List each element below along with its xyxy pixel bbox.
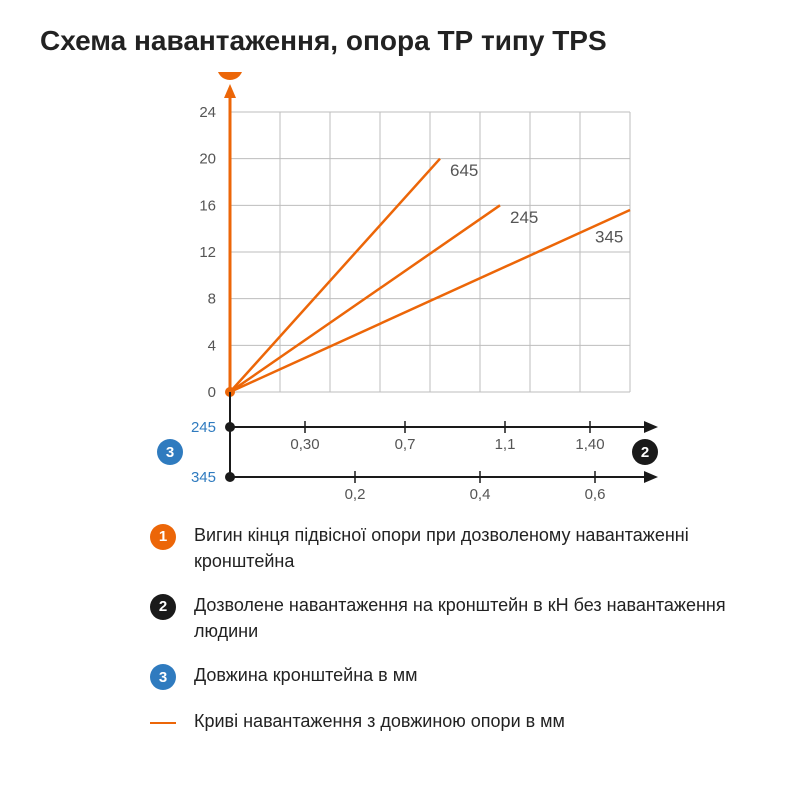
svg-text:2: 2 (641, 444, 649, 461)
legend-text: Вигин кінця підвісної опори при дозволен… (194, 522, 760, 574)
series-label: 645 (450, 161, 478, 180)
x-tick-label: 0,6 (585, 486, 606, 502)
legend-line-swatch (150, 710, 176, 736)
legend-badge: 1 (150, 524, 176, 550)
y-tick-label: 0 (208, 384, 216, 401)
legend-badge: 3 (150, 664, 176, 690)
legend-text: Дозволене навантаження на кронштейн в кН… (194, 592, 760, 644)
x-tick-label: 1,40 (575, 436, 604, 453)
legend: 1 Вигин кінця підвісної опори при дозволе… (150, 522, 760, 736)
x-tick-label: 0,4 (470, 486, 491, 502)
legend-text: Криві навантаження з довжиною опори в мм (194, 708, 760, 734)
x-axis-row-label: 245 (191, 419, 216, 436)
series-label: 245 (510, 208, 538, 227)
y-tick-label: 12 (199, 244, 216, 261)
legend-text: Довжина кронштейна в мм (194, 662, 760, 688)
y-tick-label: 24 (199, 104, 216, 121)
x-tick-label: 0,2 (345, 486, 366, 502)
svg-text:3: 3 (166, 444, 174, 461)
svg-text:1: 1 (226, 72, 234, 76)
x-tick-label: 0,7 (395, 436, 416, 453)
series-line (230, 159, 440, 392)
x-tick-label: 1,1 (495, 436, 516, 453)
x-axis-row-label: 345 (191, 469, 216, 486)
x-tick-label: 0,30 (290, 436, 319, 453)
y-tick-label: 4 (208, 337, 216, 354)
load-chart: 0 4 8 12 16 20 24 1 645 245 345 245 0,30 0,7 1,1 1,40 2 3… (100, 72, 700, 502)
y-tick-label: 8 (208, 291, 216, 308)
legend-item: 1 Вигин кінця підвісної опори при дозволе… (150, 522, 760, 574)
series-label: 345 (595, 228, 623, 247)
legend-item: 2 Дозволене навантаження на кронштейн в к… (150, 592, 760, 644)
y-tick-label: 20 (199, 151, 216, 168)
legend-item: Криві навантаження з довжиною опори в мм (150, 708, 760, 736)
legend-badge: 2 (150, 594, 176, 620)
y-tick-label: 16 (199, 197, 216, 214)
page-title: Схема навантаження, опора ТР типу TPS (40, 25, 760, 57)
legend-item: 3 Довжина кронштейна в мм (150, 662, 760, 690)
